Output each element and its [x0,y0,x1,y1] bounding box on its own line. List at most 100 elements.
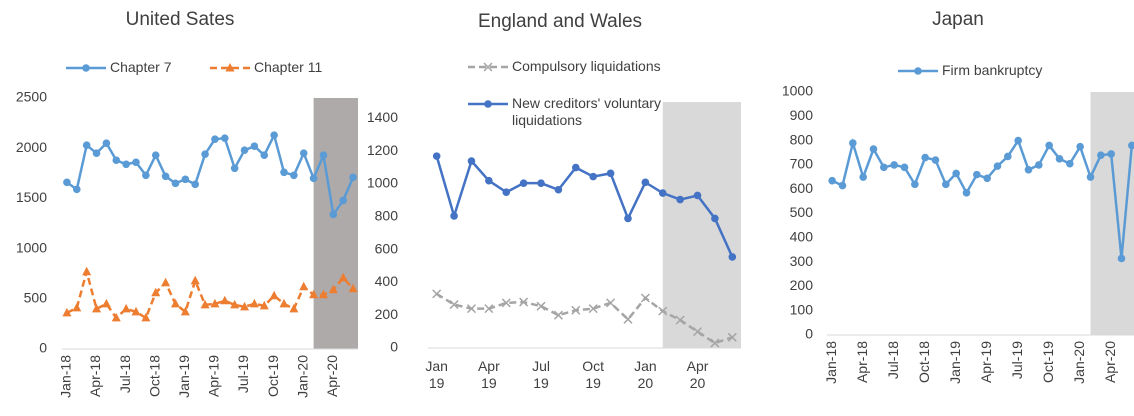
legend-marker [484,100,492,108]
data-point [339,196,348,205]
data-point [122,160,130,169]
data-point [249,298,259,308]
x-tick-label: Jan-20 [294,355,310,398]
plot [62,131,358,322]
data-point [230,164,239,173]
plot [828,136,1134,263]
x-tick-label: Apr-20 [1102,341,1118,383]
data-point [1086,173,1095,181]
legend-marker [82,64,90,72]
data-point [72,302,82,312]
chart-title: United Sates [126,9,235,30]
data-point [432,289,442,299]
x-tick-label: Jul 19 [532,358,550,391]
data-point [319,151,328,160]
data-point [309,289,319,299]
x-tick-label: Oct-18 [146,355,162,397]
x-tick-label: Apr-19 [206,355,222,397]
data-point [279,298,289,308]
legend-label: Chapter 7 [110,59,172,75]
data-point [606,298,616,308]
data-point [1045,141,1053,150]
x-tick-label: Apr-18 [87,355,103,397]
data-point [82,141,91,149]
x-tick-label: Apr-19 [978,341,994,383]
data-point [485,176,493,185]
data-point [250,142,259,150]
data-point [624,214,632,223]
data-point [962,189,971,197]
data-point [537,179,545,187]
y-tick-label: 800 [375,208,399,224]
data-point [92,149,101,158]
data-point [121,303,131,313]
data-point [309,174,318,183]
data-point [290,171,298,180]
x-tick-label: Jul-18 [117,355,133,393]
data-point [1097,151,1105,159]
plot [432,152,737,348]
y-tick-label: 1500 [16,189,47,205]
y-tick-label: 100 [790,301,814,317]
y-tick-label: 300 [790,253,814,269]
data-point [554,185,563,194]
data-point [142,171,150,180]
data-point [728,253,737,261]
data-point [200,299,210,309]
data-point [869,145,878,153]
data-point [328,284,338,294]
data-point [240,146,249,155]
data-point [210,298,220,308]
y-tick-label: 900 [790,107,814,123]
x-tick-label: Jan 19 [425,358,448,391]
y-tick-label: 500 [790,204,814,220]
data-point [952,169,960,178]
data-point [890,161,898,169]
data-point [230,299,240,309]
chart-title: Japan [932,9,984,30]
data-point [161,277,171,287]
legend-label: Firm bankruptcy [942,62,1043,78]
data-point [1128,141,1134,150]
data-point [151,151,160,160]
data-point [1055,155,1064,163]
x-tick-label: Jan-19 [947,341,963,384]
data-point [993,162,1002,170]
y-tick-label: 2000 [16,139,47,155]
y-tick-label: 600 [375,240,399,256]
data-point [921,153,929,162]
x-tick-label: Jan-19 [176,355,192,398]
data-point [900,163,909,172]
y-tick-label: 500 [24,290,48,306]
shaded-period [662,102,741,348]
data-point [676,195,684,204]
data-point [170,298,180,308]
data-point [161,172,170,181]
data-point [450,212,458,220]
data-point [73,185,81,194]
y-tick-label: 1400 [367,109,398,125]
data-point [449,300,459,310]
x-tick-label: Jan 20 [634,358,657,391]
x-tick-label: Apr-20 [324,355,340,397]
data-point [880,163,888,172]
data-point [838,181,847,190]
data-point [190,275,200,285]
x-tick-label: Oct-18 [916,341,932,383]
data-point [259,300,269,310]
legend-label: New creditors' voluntary liquidations [512,95,661,128]
data-point [658,306,668,316]
data-point [111,312,121,322]
data-point [942,180,950,189]
data-point [112,156,121,165]
legend-label: Compulsory liquidations [512,58,661,74]
data-point [693,191,702,200]
data-point [1117,254,1126,263]
data-point [211,135,219,143]
series-line [66,131,355,218]
series-line [831,137,1134,259]
data-point [1066,159,1074,168]
data-point [151,287,161,297]
legend-marker [225,63,235,72]
legend-label: Chapter 11 [254,59,323,75]
